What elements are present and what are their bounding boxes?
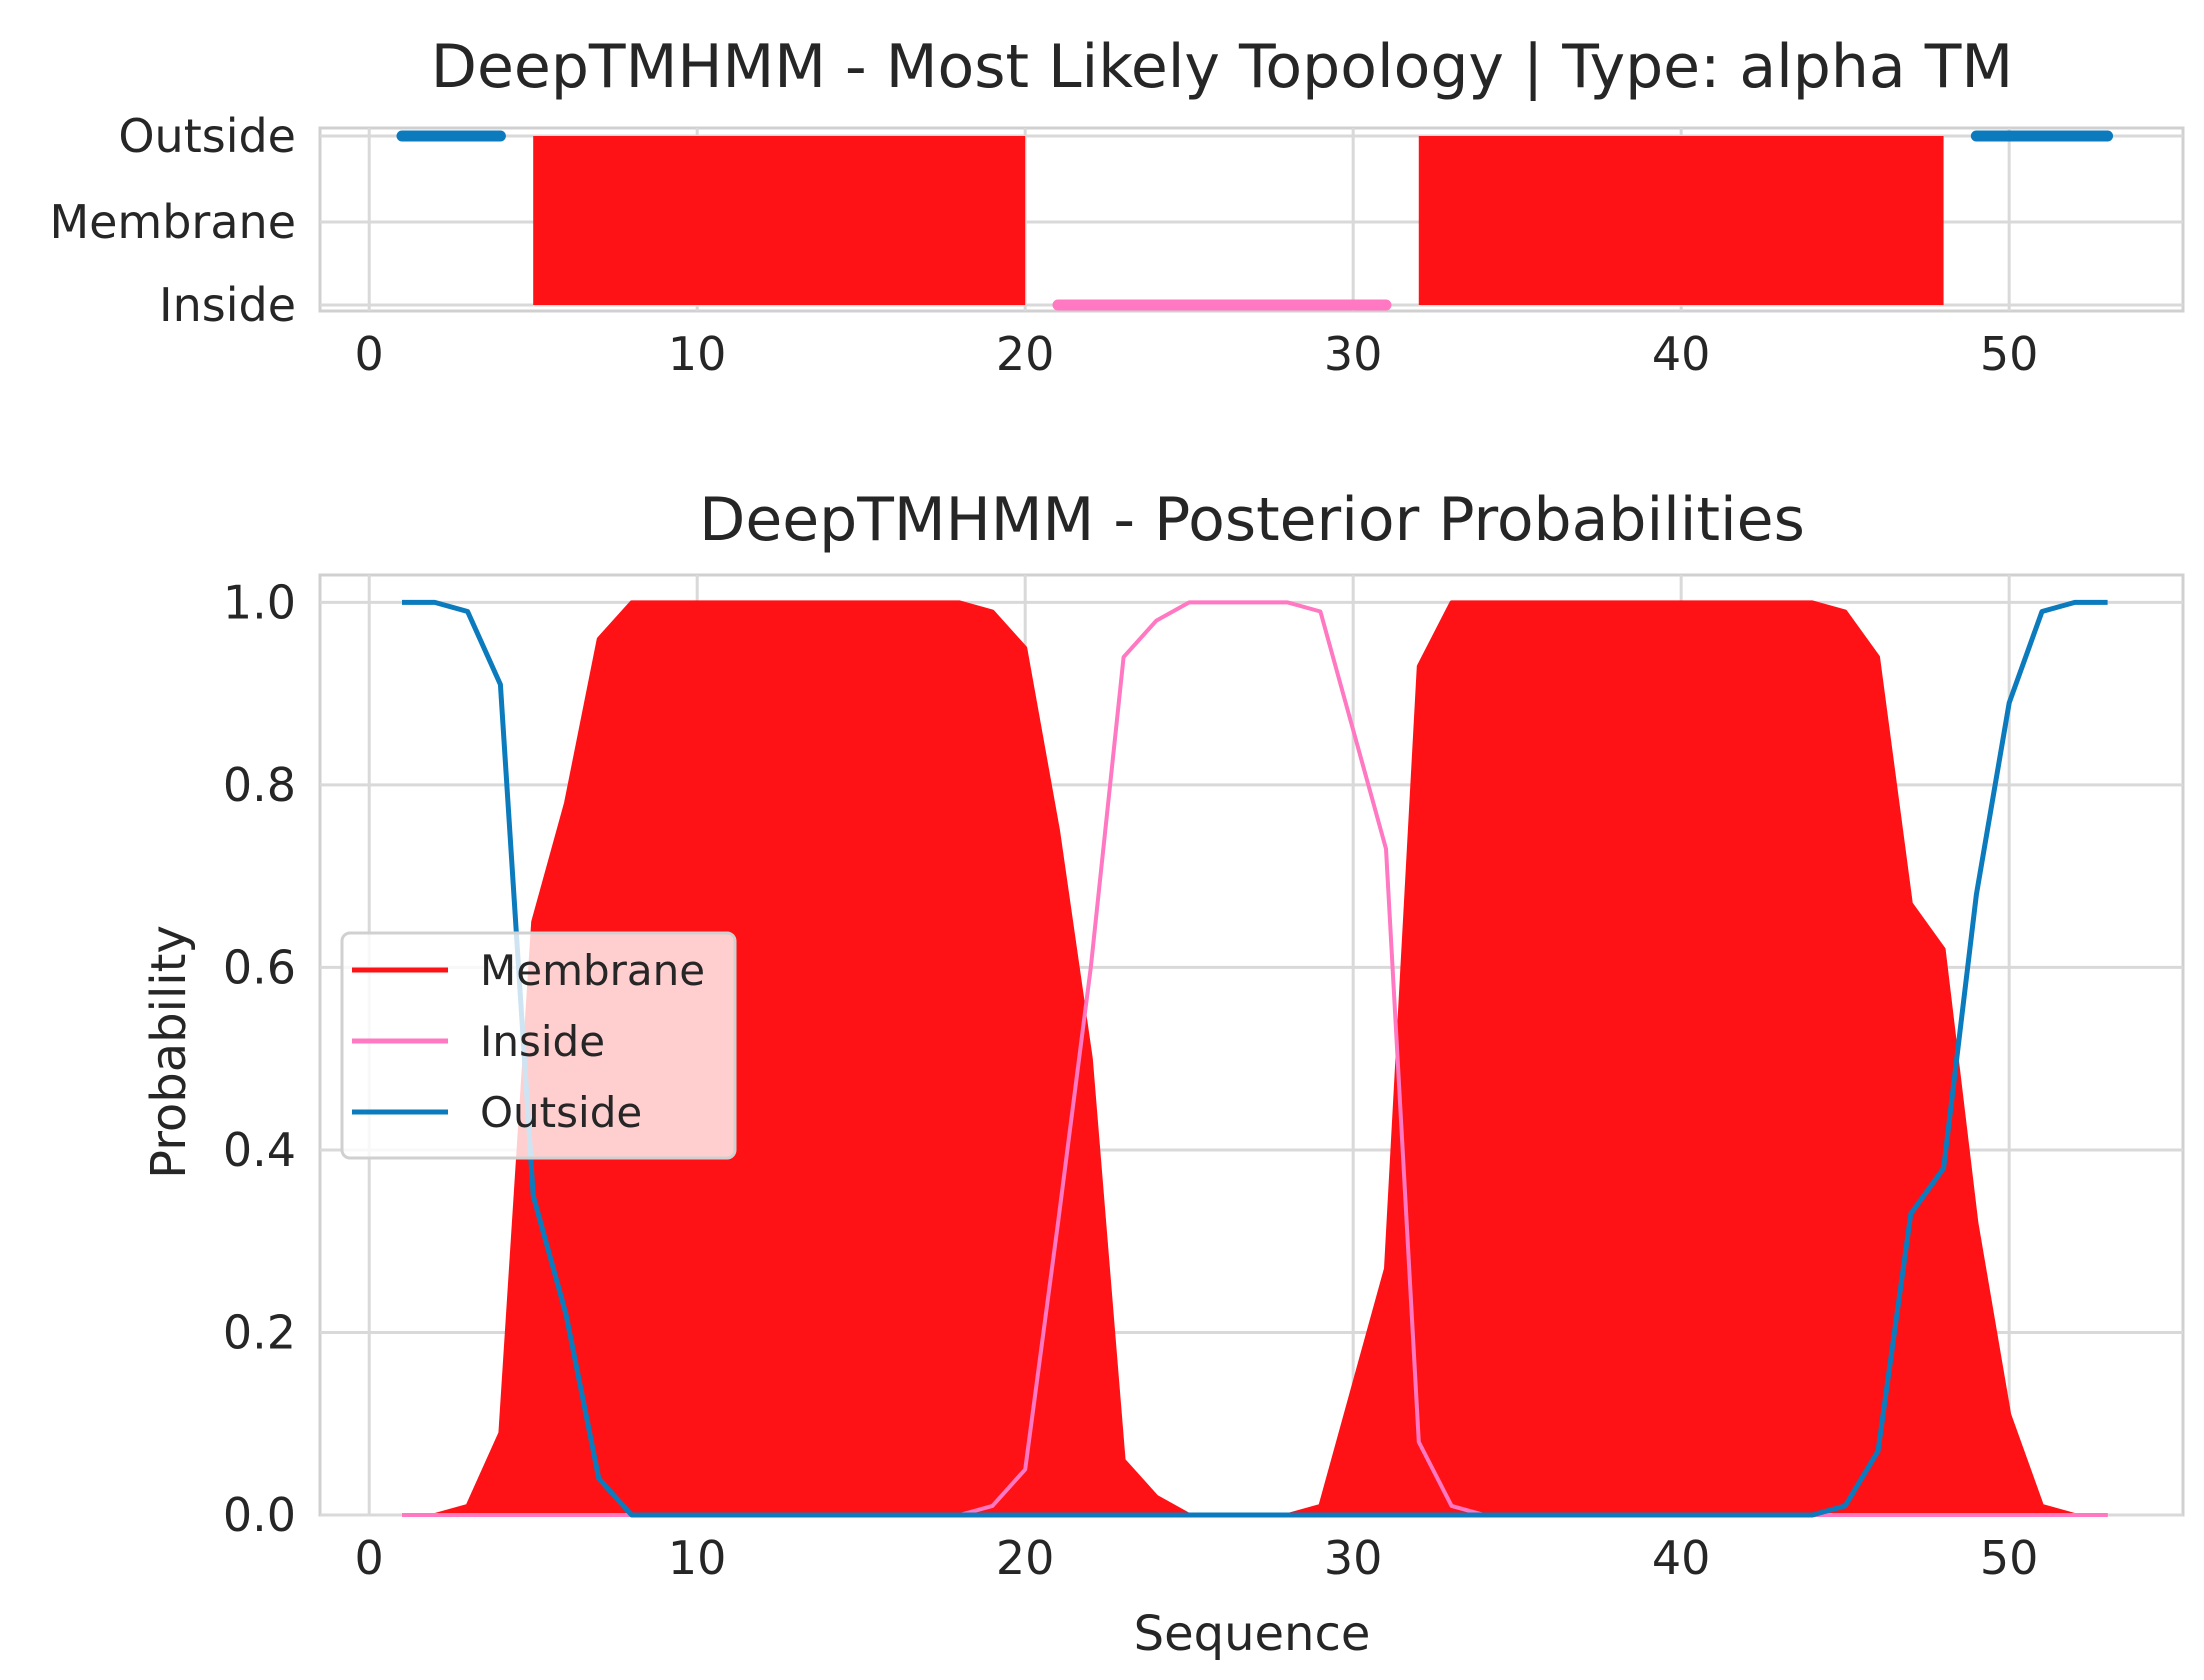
posterior-x-tick-label: 50 [1980,1531,2039,1585]
membrane-area [402,602,2108,1515]
posterior-y-tick-label: 0.4 [223,1123,296,1177]
posterior-y-tick-labels: 0.0 0.2 0.4 0.6 0.8 1.0 [223,575,296,1542]
legend-box [340,931,737,1160]
posterior-y-tick-label: 0.6 [223,940,296,994]
posterior-y-tick-label: 0.8 [223,758,296,812]
legend-inside-label: Inside [480,1017,605,1066]
topology-x-tick-labels: 0 10 20 30 40 50 [355,327,2039,381]
topology-membrane-segment [533,136,1026,305]
posterior-marks [402,599,2108,1518]
posterior-x-tick-label: 0 [355,1531,384,1585]
topology-membrane-segment [1418,136,1944,305]
posterior-y-tick-label: 0.0 [223,1488,296,1542]
legend-outside-label: Outside [480,1088,642,1137]
posterior-y-tick-label: 1.0 [223,575,296,629]
legend-membrane-label: Membrane [480,946,705,995]
posterior-x-tick-label: 10 [668,1531,727,1585]
posterior-x-tick-label: 30 [1324,1531,1383,1585]
topology-x-tick-label: 10 [668,327,727,381]
topology-chart: DeepTMHMM - Most Likely Topology | Type:… [49,32,2185,381]
topology-y-tick-label: Inside [159,278,296,332]
topology-x-tick-label: 20 [996,327,1055,381]
topology-title: DeepTMHMM - Most Likely Topology | Type:… [431,32,2013,102]
posterior-y-tick-label: 0.2 [223,1305,296,1359]
posterior-x-axis-label: Sequence [1134,1606,1371,1662]
topology-y-tick-label: Outside [118,109,296,163]
outside-line [402,599,2108,1518]
legend: Membrane Inside Outside [340,931,737,1160]
posterior-title: DeepTMHMM - Posterior Probabilities [699,485,1805,555]
topology-x-tick-label: 0 [355,327,384,381]
posterior-x-tick-label: 40 [1652,1531,1711,1585]
topology-y-tick-label: Membrane [49,195,296,249]
posterior-x-tick-label: 20 [996,1531,1055,1585]
topology-marks [396,130,2114,311]
legend-items: Membrane Inside Outside [352,946,705,1137]
topology-x-tick-label: 30 [1324,327,1383,381]
posterior-y-axis-label: Probability [141,925,197,1179]
topology-x-tick-label: 40 [1652,327,1711,381]
posterior-chart: DeepTMHMM - Posterior Probabilities 0.00… [141,485,2185,1662]
topology-x-tick-label: 50 [1980,327,2039,381]
topology-y-tick-labels: Outside Membrane Inside [49,109,296,332]
posterior-x-tick-labels: 0 10 20 30 40 50 [355,1531,2039,1585]
